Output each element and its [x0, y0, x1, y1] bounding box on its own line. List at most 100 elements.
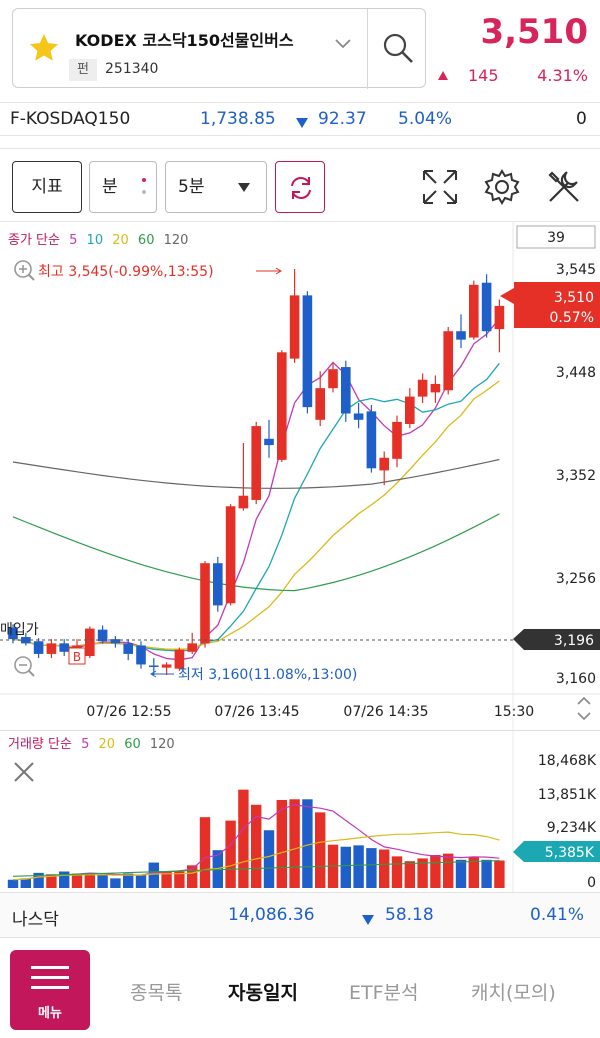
candle — [97, 625, 108, 644]
candle — [405, 388, 415, 429]
candle-body — [341, 367, 351, 414]
candle — [213, 556, 223, 612]
volume-legend: 거래량 단순 5 20 60 120 — [8, 737, 175, 752]
x-tick: 07/26 14:35 — [343, 704, 428, 720]
zoom-in-icon[interactable] — [14, 260, 35, 281]
candle — [225, 504, 236, 606]
bottom-nav: 메뉴 종목톡 자동일지 ETF분석 캐치(모의) — [0, 938, 600, 1038]
buy-marker: B — [73, 650, 81, 664]
y-tick: 3,352 — [556, 468, 596, 484]
down-triangle-icon — [296, 113, 308, 133]
volume-bar — [417, 858, 428, 888]
candle-body — [302, 295, 313, 408]
volume-chart[interactable]: 거래량 단순 5 20 60 120 18,468K 13,851K 9,234… — [0, 730, 600, 893]
volume-bar — [315, 812, 326, 888]
refresh-button[interactable] — [275, 161, 325, 213]
volume-y-tick: 18,468K — [538, 753, 597, 769]
star-icon[interactable] — [27, 31, 61, 65]
chevron-down-icon[interactable] — [335, 39, 351, 49]
volume-bar — [46, 874, 57, 888]
expand-icon[interactable] — [420, 167, 460, 207]
y-tick: 3,256 — [556, 571, 596, 587]
candle-body — [225, 506, 236, 604]
candle-body — [379, 457, 389, 471]
search-icon[interactable] — [379, 29, 417, 67]
candle-body — [33, 641, 44, 654]
candle-body — [430, 383, 441, 393]
candlestick-chart[interactable]: 종가 단순 5 10 20 60 120 39 매입가 B 최고 3,545(- — [0, 222, 600, 730]
nav-item-stock-talk[interactable]: 종목톡 — [130, 982, 183, 1004]
tools-icon[interactable] — [544, 167, 584, 207]
volume-ma20-line — [12, 831, 500, 881]
candle-body — [59, 643, 69, 652]
volume-bar — [7, 879, 19, 888]
candle — [110, 635, 121, 648]
candle-body — [277, 352, 287, 460]
candle-body — [149, 665, 159, 668]
volume-bar — [59, 871, 70, 888]
vertical-scroll-arrows-icon[interactable] — [577, 696, 591, 721]
candle-body — [123, 643, 133, 654]
volume-bar — [84, 873, 95, 888]
volume-bar — [71, 873, 83, 888]
volume-bar — [110, 878, 121, 888]
candle-body — [353, 413, 364, 420]
candle-body — [264, 438, 274, 446]
minute-button[interactable]: 분 — [89, 161, 157, 213]
x-tick: 07/26 12:55 — [86, 704, 171, 720]
current-price-tag — [514, 282, 600, 328]
candle — [174, 647, 185, 671]
volume-bars[interactable]: 거래량 단순 5 20 60 120 18,468K 13,851K 9,234… — [0, 731, 600, 893]
nav-item-etf-analysis[interactable]: ETF분석 — [349, 982, 419, 1004]
candle-body — [136, 645, 146, 665]
candle — [33, 638, 44, 659]
index-bar[interactable]: F-KOSDAQ150 1,738.85 92.37 5.04% 0 — [0, 102, 600, 136]
candle-body — [392, 421, 402, 459]
current-price: 3,510 — [480, 12, 588, 52]
nav-item-auto-journal[interactable]: 자동일지 — [228, 982, 298, 1004]
volume-bar — [443, 853, 454, 888]
nav-item-catch-mock[interactable]: 캐치(모의) — [471, 982, 556, 1004]
volume-bar — [430, 854, 441, 888]
candle-body — [97, 629, 108, 642]
candle — [392, 415, 402, 468]
index-change-percent: 5.04% — [398, 109, 453, 129]
indicator-button[interactable]: 지표 — [12, 161, 82, 213]
ma-legend: 종가 단순 5 10 20 60 120 — [8, 233, 188, 248]
gear-icon[interactable] — [482, 167, 522, 207]
volume-ma60-line — [12, 860, 500, 877]
stock-name[interactable]: KODEX 코스닥150선물인버스 — [75, 31, 294, 50]
candle-body — [161, 664, 172, 668]
volume-bar — [20, 878, 31, 888]
candle — [161, 662, 172, 675]
zoom-out-icon[interactable] — [14, 656, 35, 677]
candle-body — [494, 305, 505, 330]
close-icon[interactable] — [14, 762, 34, 782]
stock-selector-card[interactable]: KODEX 코스닥150선물인버스 펀 251340 — [12, 8, 426, 89]
legend-ma20: 20 — [112, 233, 129, 248]
volume-y-tick: 13,851K — [538, 787, 597, 803]
candle-body — [251, 426, 261, 500]
interval-select[interactable]: 5분 — [165, 161, 267, 213]
volume-bar — [199, 817, 211, 888]
candle-body — [366, 411, 377, 469]
legend-ma120: 120 — [164, 233, 189, 248]
nasdaq-name: 나스닥 — [12, 910, 59, 930]
candle — [289, 269, 300, 363]
volume-legend-ma5: 5 — [81, 737, 89, 752]
candle — [469, 280, 479, 340]
candle-body — [213, 563, 223, 606]
current-price-pointer — [500, 288, 514, 304]
candle-body — [417, 379, 428, 397]
market-badge: 펀 — [69, 59, 97, 81]
candle — [494, 299, 505, 353]
menu-icon — [31, 986, 69, 989]
menu-button[interactable]: 메뉴 — [10, 950, 90, 1030]
volume-bar — [123, 873, 134, 888]
candle — [328, 362, 338, 393]
price-chart[interactable]: 종가 단순 5 10 20 60 120 39 매입가 B 최고 3,545(- — [0, 222, 600, 730]
nasdaq-bar[interactable]: 나스닥 14,086.36 58.18 0.41% — [0, 892, 600, 938]
legend-ma5: 5 — [69, 233, 77, 248]
up-triangle-icon — [438, 71, 448, 80]
price-change: 145 — [438, 66, 499, 85]
